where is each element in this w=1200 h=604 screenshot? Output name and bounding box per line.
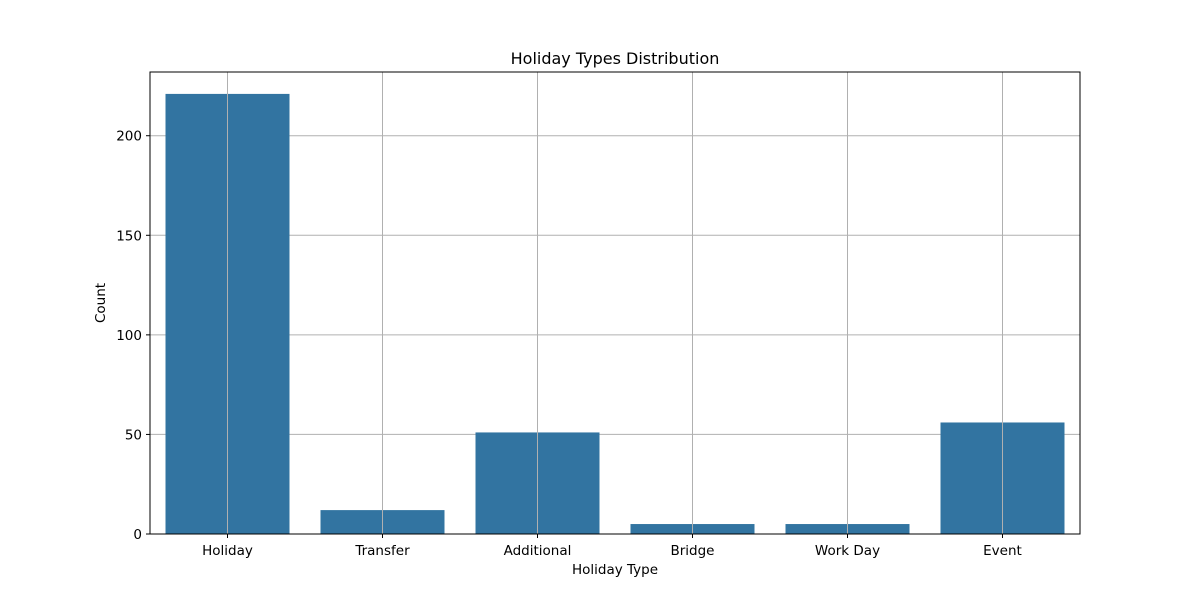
x-tick-label: Additional [504, 543, 572, 559]
bars [165, 93, 1065, 534]
y-tick-label: 0 [133, 527, 142, 543]
x-tick-label: Event [983, 543, 1022, 559]
y-tick-label: 200 [116, 129, 142, 145]
y-tick-label: 150 [116, 228, 142, 244]
y-tick-label: 50 [125, 427, 142, 443]
vertical-grid-lines [227, 72, 1003, 534]
chart-title: Holiday Types Distribution [511, 49, 720, 68]
x-axis-ticks: Holiday Transfer Additional Bridge Work Day E… [202, 534, 1022, 559]
x-axis-label: Holiday Type [572, 562, 658, 578]
y-axis-label: Count [93, 283, 109, 323]
x-tick-label: Transfer [354, 543, 410, 559]
y-tick-label: 100 [116, 328, 142, 344]
plot-frame [149, 71, 1081, 535]
y-axis-ticks: 0 50 100 150 200 [116, 129, 150, 543]
x-tick-label: Holiday [202, 543, 253, 559]
x-tick-label: Bridge [670, 543, 714, 559]
x-tick-label: Work Day [815, 543, 880, 559]
